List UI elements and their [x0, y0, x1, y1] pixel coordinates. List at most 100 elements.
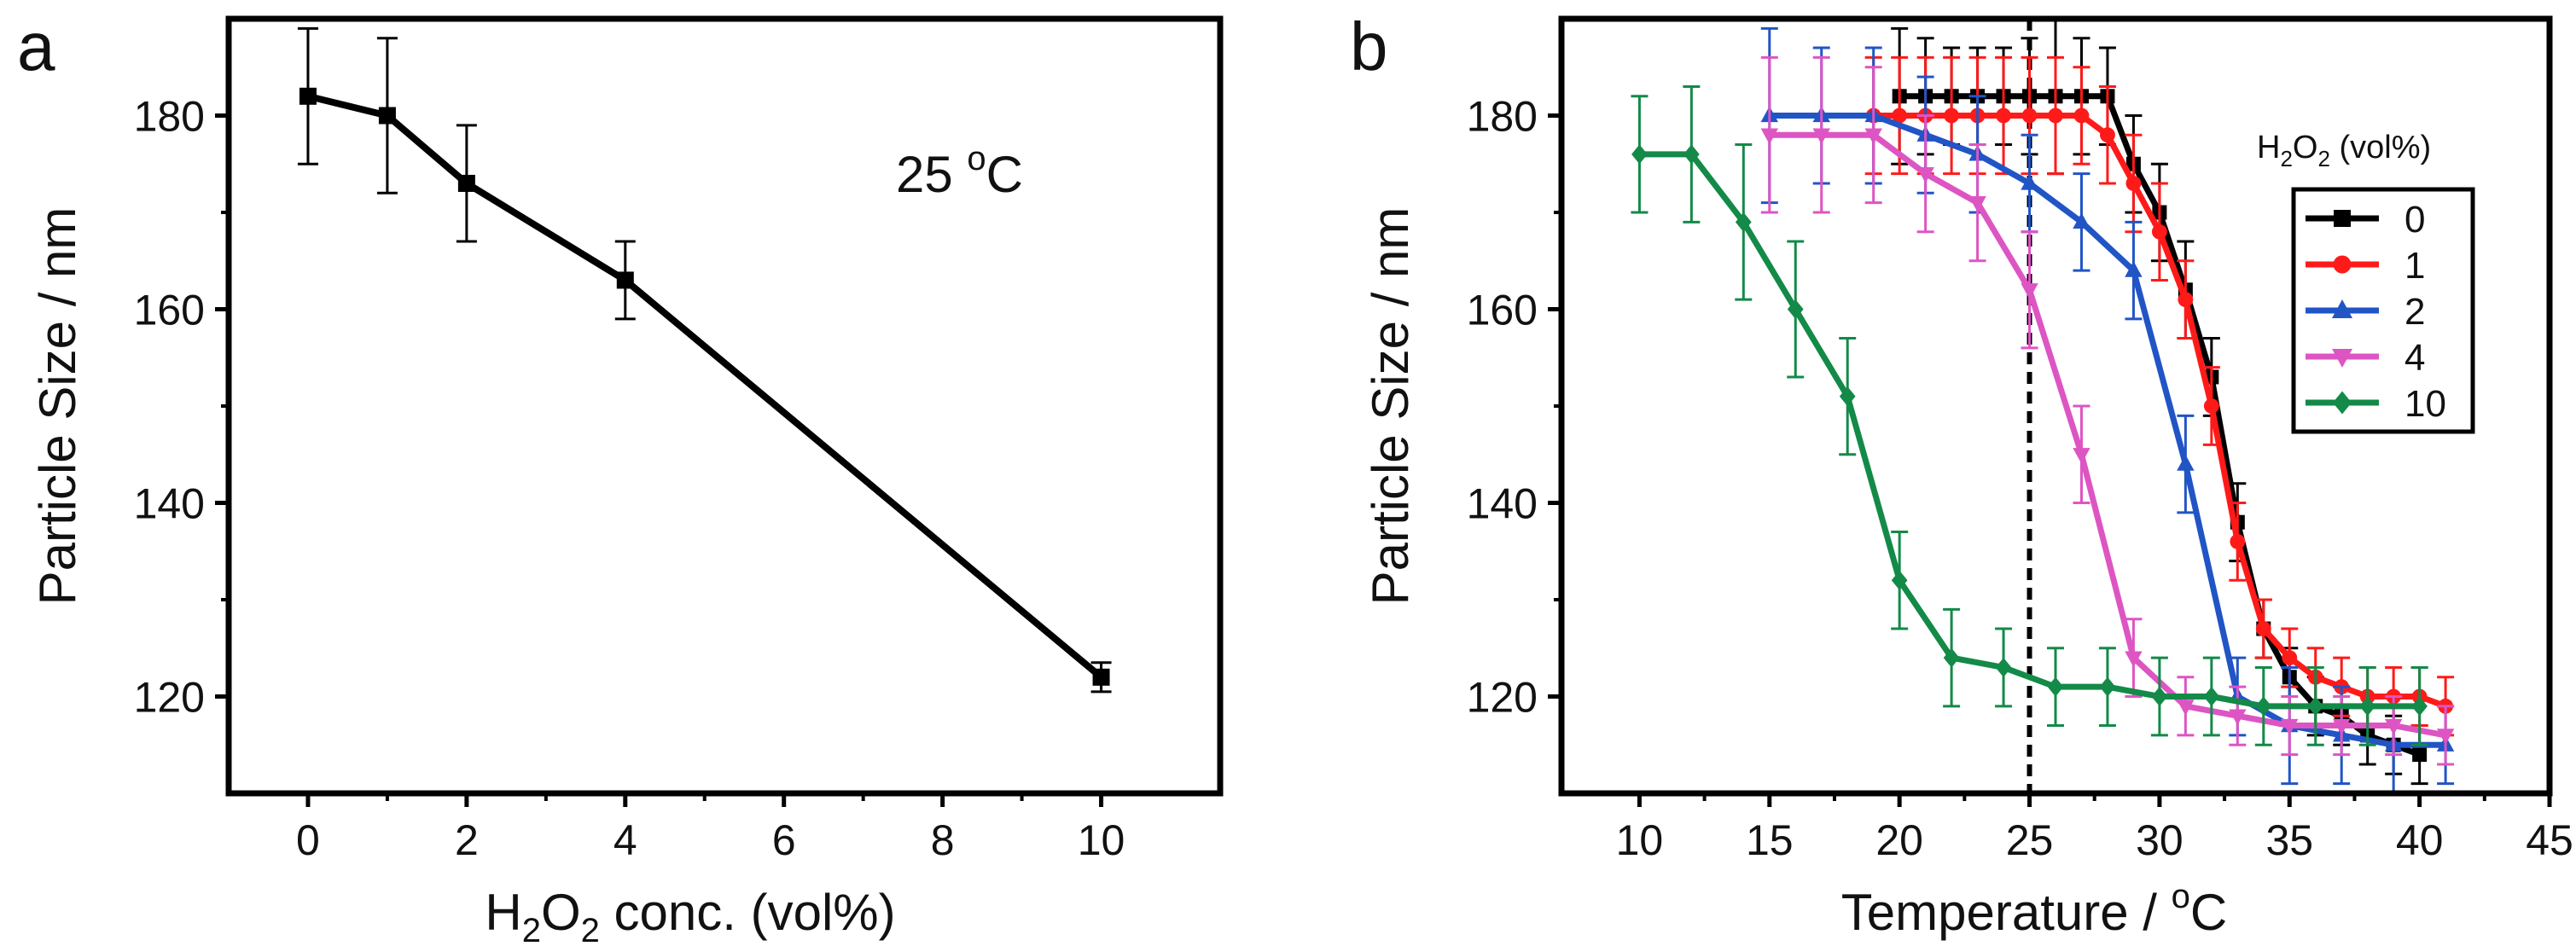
panel-a-xtick-label: 2 — [455, 816, 479, 864]
data-point — [2073, 448, 2090, 464]
data-point — [2151, 687, 2168, 706]
data-point — [2177, 699, 2195, 716]
legend-marker — [2334, 210, 2351, 227]
data-point — [2203, 398, 2219, 414]
panel-b-xtick-label: 45 — [2526, 816, 2573, 864]
data-point — [2125, 176, 2142, 191]
data-point — [2307, 696, 2324, 717]
panel-a-ytick-label: 140 — [134, 480, 205, 528]
data-point — [2229, 709, 2247, 726]
data-point — [1968, 196, 1986, 212]
series-line — [307, 92, 1104, 680]
panel-a-ylabel: Particle Size / nm — [29, 207, 86, 606]
data-point — [1944, 107, 1960, 124]
data-point — [2178, 292, 2194, 308]
series-line — [1639, 151, 2420, 710]
legend-label: 4 — [2404, 337, 2425, 379]
panel-b-xtick-label: 40 — [2396, 816, 2444, 864]
data-point — [2255, 696, 2272, 717]
panel-a-ytick-label: 120 — [134, 674, 205, 722]
panel-b-xtick-label: 20 — [1875, 816, 1923, 864]
data-point — [2151, 223, 2167, 240]
data-point — [2073, 212, 2090, 229]
panel-a-ytick-label: 160 — [134, 287, 205, 334]
data-point — [2230, 533, 2246, 549]
data-point — [2125, 651, 2143, 668]
data-point — [2099, 676, 2116, 697]
legend-title: H2O2 (vol%) — [2257, 130, 2431, 171]
series-line — [1769, 113, 2446, 748]
data-point — [1812, 128, 1830, 145]
data-point — [1943, 647, 1960, 668]
panel-b-label: b — [1350, 9, 1388, 84]
data-point — [2177, 455, 2195, 471]
panel-a-xlabel: H2O2 conc. (vol%) — [485, 884, 895, 949]
data-point — [2021, 107, 2038, 124]
data-point — [2125, 261, 2143, 277]
panel-a-xtick-label: 6 — [772, 816, 796, 864]
legend-label: 10 — [2404, 383, 2446, 425]
panel-b-xtick-label: 30 — [2136, 816, 2183, 864]
data-point — [2255, 621, 2271, 636]
data-point — [1735, 212, 1752, 232]
data-point — [2073, 107, 2090, 124]
panel-a-series-size — [297, 26, 1112, 694]
data-point — [1864, 128, 1882, 145]
data-point — [2436, 729, 2455, 745]
panel-b-ylabel: Particle Size / nm — [1362, 207, 1419, 606]
data-point — [1916, 166, 1934, 183]
data-point — [1996, 107, 2011, 124]
panel-b-ytick-label: 180 — [1467, 93, 1538, 141]
panel-b-series-10 — [1631, 84, 2428, 746]
panel-a-xtick-label: 8 — [931, 816, 955, 864]
data-point — [2282, 650, 2298, 666]
legend-label: 1 — [2404, 245, 2425, 287]
legend-marker — [2332, 299, 2352, 318]
series-line — [1769, 131, 2446, 739]
panel-a: a 0 2 4 6 8 10 120 140 160 180 Particle Size / nm H2… — [17, 9, 1224, 949]
data-point — [457, 174, 475, 192]
panel-b-ytick-label: 160 — [1467, 287, 1538, 334]
data-point — [2281, 718, 2299, 735]
legend-marker — [2333, 255, 2352, 274]
data-point — [1839, 386, 1856, 407]
panel-b-ytick-label: 140 — [1467, 480, 1538, 528]
data-point — [616, 271, 634, 289]
legend-item-1: 1 — [2306, 245, 2425, 287]
data-point — [2412, 747, 2428, 763]
legend-item-4: 4 — [2306, 337, 2425, 379]
data-point — [299, 87, 317, 105]
data-point — [2100, 127, 2115, 143]
data-point — [1892, 107, 1908, 124]
panel-a-frame — [225, 15, 1224, 797]
data-point — [1092, 668, 1110, 686]
panel-a-label: a — [17, 9, 55, 84]
legend-item-2: 2 — [2306, 291, 2425, 333]
data-point — [1760, 128, 1778, 145]
panel-a-ytick-label: 180 — [134, 93, 205, 141]
data-point — [2411, 696, 2428, 717]
data-point — [1787, 299, 1804, 319]
legend-item-10: 10 — [2306, 383, 2446, 425]
panel-b-xtick-label: 25 — [2006, 816, 2054, 864]
legend-marker — [2333, 391, 2352, 415]
data-point — [2047, 676, 2064, 697]
data-point — [1631, 144, 1648, 165]
data-point — [2384, 718, 2403, 735]
legend-label: 2 — [2404, 291, 2425, 333]
panel-b-xtick-label: 35 — [2265, 816, 2313, 864]
legend-marker — [2332, 349, 2352, 368]
data-point — [2359, 696, 2376, 717]
data-point — [1891, 570, 1908, 590]
temperature-annotation: 25 oC — [896, 140, 1023, 203]
data-point — [2203, 687, 2220, 706]
data-point — [2021, 173, 2038, 190]
data-point — [2048, 107, 2063, 124]
panel-b-xtick-label: 15 — [1746, 816, 1794, 864]
data-point — [378, 107, 396, 125]
data-point — [2333, 718, 2351, 735]
panel-b-ytick-label: 120 — [1467, 674, 1538, 722]
legend-label: 0 — [2404, 199, 2425, 241]
